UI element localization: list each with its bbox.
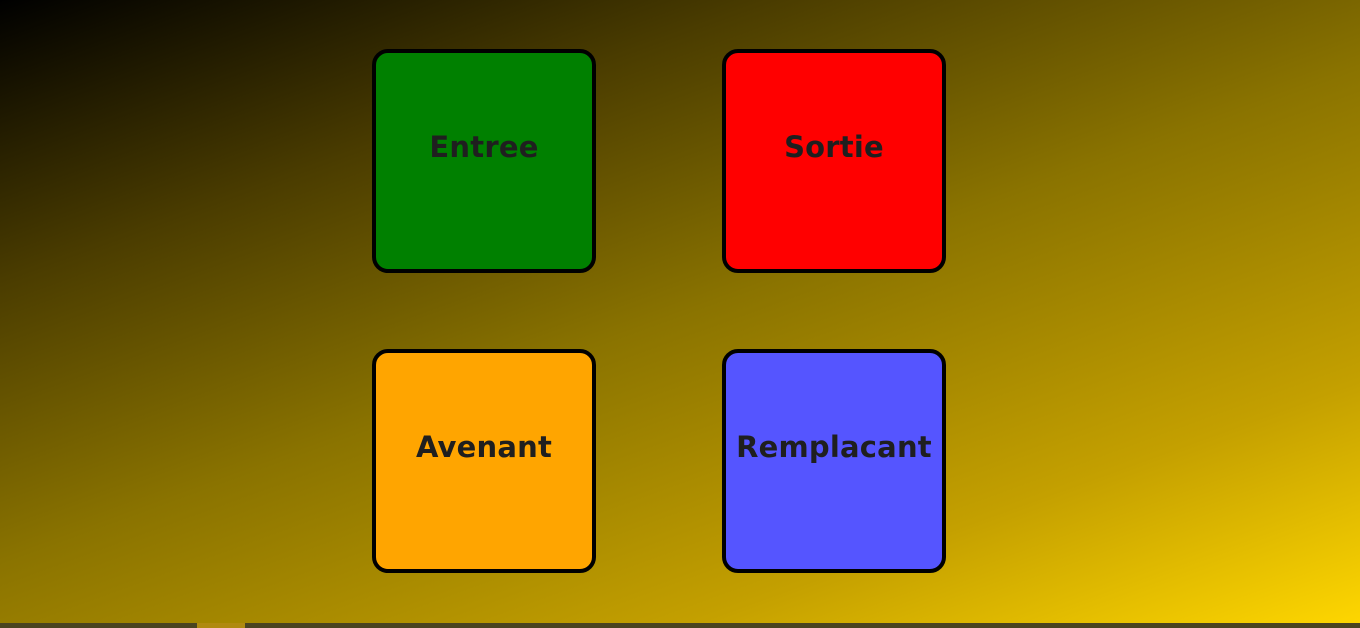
remplacant-button[interactable]: Remplacant bbox=[722, 349, 946, 573]
scrollbar-thumb[interactable] bbox=[197, 623, 245, 628]
remplacant-label: Remplacant bbox=[736, 430, 932, 464]
horizontal-scrollbar[interactable] bbox=[0, 623, 1360, 628]
entree-label: Entree bbox=[429, 130, 539, 164]
avenant-button[interactable]: Avenant bbox=[372, 349, 596, 573]
sortie-label: Sortie bbox=[784, 130, 884, 164]
entree-button[interactable]: Entree bbox=[372, 49, 596, 273]
avenant-label: Avenant bbox=[415, 430, 553, 464]
sortie-button[interactable]: Sortie bbox=[722, 49, 946, 273]
